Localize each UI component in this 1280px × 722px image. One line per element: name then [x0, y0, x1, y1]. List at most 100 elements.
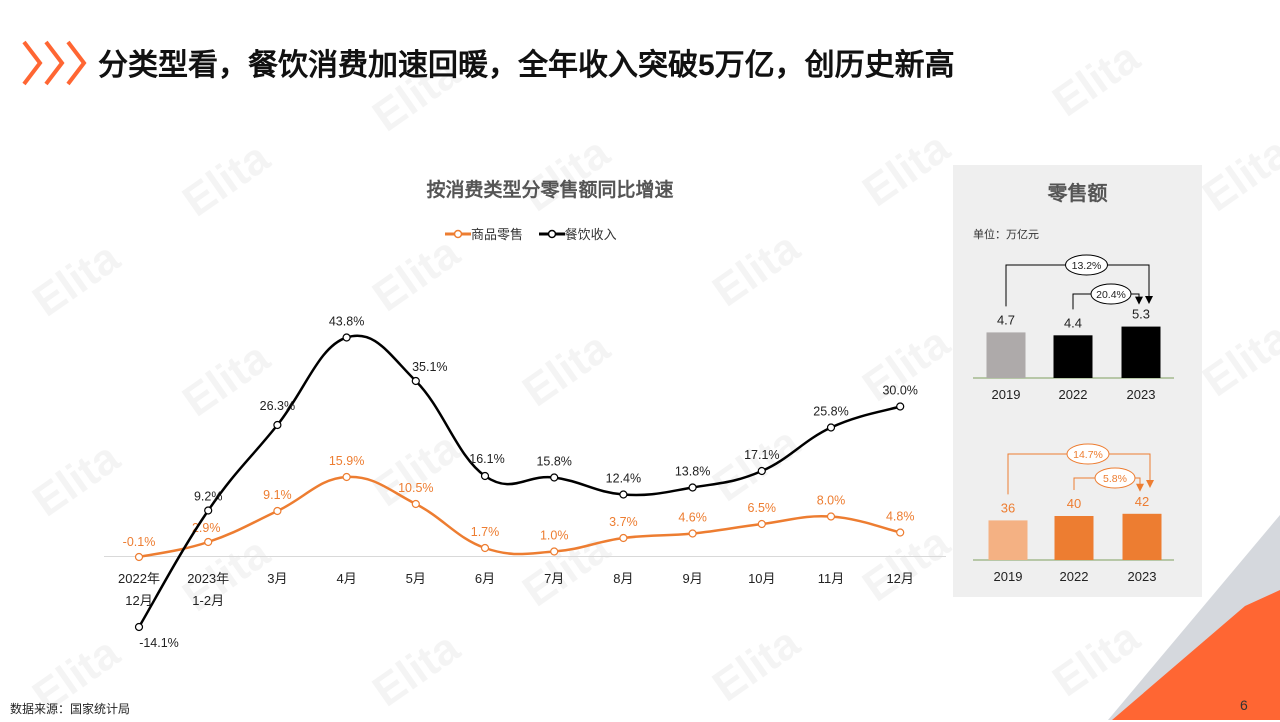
page-number: 6	[1240, 697, 1248, 713]
bar-chart-1: 4.7 2019 4.4 2022 5.3 2023 13.2% 20.4%	[973, 254, 1174, 402]
bar-category-label: 2019	[994, 569, 1023, 584]
bar-value-label: 5.3	[1132, 307, 1150, 322]
bar-charts: 4.7 2019 4.4 2022 5.3 2023 13.2% 20.4% 36 2019 40 2…	[973, 254, 1174, 584]
data-label: 10.5%	[398, 481, 433, 495]
series-line	[138, 475, 901, 559]
data-point	[688, 483, 697, 492]
legend-label-retail: 商品零售	[471, 227, 524, 242]
data-point	[896, 528, 905, 537]
data-point	[826, 423, 836, 432]
x-tick-label: 11月	[818, 571, 845, 586]
arrow-head	[1146, 480, 1154, 488]
data-label: 8.0%	[817, 494, 846, 508]
data-point	[826, 512, 836, 521]
data-point	[896, 402, 905, 411]
retail-sales-panel: 零售额 单位：万亿元 4.7 2019 4.4 2022 5.3 2023 13.2% 20.…	[953, 165, 1202, 597]
data-label: 6.5%	[748, 501, 777, 515]
bar-chart-2: 36 2019 40 2022 42 2023 14.7%5.8%	[973, 443, 1174, 584]
data-point	[273, 420, 282, 430]
x-tick-label: 10月	[748, 571, 775, 586]
growth-label: 20.4%	[1096, 289, 1126, 301]
data-point	[757, 519, 766, 529]
x-tick-label: 12月	[886, 571, 913, 586]
x-tick-label: 2023年	[187, 571, 229, 586]
data-label: 4.6%	[678, 511, 707, 525]
data-label: 15.8%	[536, 455, 571, 469]
legend-item-catering: 餐饮收入	[538, 224, 617, 243]
x-tick-label: 5月	[406, 571, 426, 586]
data-label: 35.1%	[412, 360, 447, 374]
growth-label: 14.7%	[1073, 449, 1103, 461]
data-label: 13.8%	[675, 465, 710, 479]
series-catering: -14.1% 9.2% 26.3% 43.8% 35.1% 16.1% 15.8% 12.4%…	[134, 315, 918, 650]
bar	[986, 332, 1026, 378]
series-line	[137, 334, 901, 628]
x-tick-label: 7月	[544, 571, 564, 586]
chart-legend: 商品零售 餐饮收入	[445, 224, 629, 243]
legend-item-retail: 商品零售	[445, 224, 523, 243]
data-point	[204, 537, 213, 547]
source-note: 数据来源：国家统计局	[10, 702, 131, 716]
bar-value-label: 36	[1001, 500, 1015, 515]
data-label: 9.2%	[194, 490, 223, 504]
x-tick-label: 8月	[613, 571, 633, 586]
bar	[988, 520, 1028, 560]
data-label: -0.1%	[123, 535, 156, 549]
arrow-head	[1145, 296, 1153, 304]
data-point	[134, 552, 144, 562]
data-point	[342, 333, 351, 342]
x-tick-label: 4月	[336, 571, 356, 586]
data-label: 25.8%	[813, 405, 848, 419]
data-point	[411, 376, 420, 386]
bar-value-label: 4.7	[997, 312, 1015, 327]
data-label: 16.1%	[469, 452, 504, 466]
x-tick-label: 3月	[267, 571, 287, 586]
bar-category-label: 2023	[1127, 387, 1156, 402]
growth-ellipse	[1090, 283, 1132, 305]
data-point	[480, 543, 490, 553]
x-tick-label: 9月	[682, 571, 702, 586]
arrow-head	[1135, 296, 1143, 305]
bar-category-label: 2022	[1059, 387, 1088, 402]
bar-category-label: 2023	[1128, 569, 1157, 584]
legend-marker-retail	[445, 229, 471, 238]
bar-value-label: 42	[1135, 494, 1149, 509]
data-label: 4.8%	[886, 510, 915, 524]
growth-label: 13.2%	[1072, 260, 1102, 272]
growth-label: 5.8%	[1103, 473, 1127, 485]
bar-value-label: 40	[1067, 496, 1081, 511]
chevron-icon	[22, 40, 87, 86]
data-label: -14.1%	[139, 636, 179, 650]
arrow-head	[1136, 483, 1144, 492]
data-point	[411, 499, 420, 509]
series-retail: -0.1%2.9%9.1%15.9%10.5%1.7% 1.0%3.7% 4.6%6…	[123, 454, 915, 562]
legend-label-catering: 餐饮收入	[564, 227, 617, 242]
data-label: 17.1%	[744, 448, 779, 462]
page-title: 分类型看，餐饮消费加速回暖，全年收入突破5万亿，创历史新高	[98, 49, 955, 82]
legend-marker-catering	[538, 229, 565, 238]
chart-title: 按消费类型分零售额同比增速	[426, 180, 674, 201]
bar-category-label: 2019	[992, 387, 1021, 402]
bar	[1053, 335, 1093, 378]
data-label: 15.9%	[329, 454, 364, 468]
x-tick-label: 2022年	[118, 571, 160, 586]
data-label: 9.1%	[263, 488, 292, 502]
bar-category-label: 2022	[1060, 569, 1089, 584]
data-label: 30.0%	[882, 384, 917, 398]
data-point	[480, 471, 490, 481]
x-tick-label: 6月	[475, 571, 495, 586]
bar-value-label: 4.4	[1064, 315, 1082, 330]
data-label: 26.3%	[260, 399, 295, 413]
data-point	[757, 466, 766, 476]
data-label: 1.7%	[471, 525, 500, 539]
data-label: 1.0%	[540, 529, 569, 543]
x-tick-label: 12月	[125, 593, 152, 608]
data-point	[342, 472, 351, 482]
data-point	[204, 506, 213, 515]
data-point	[134, 622, 144, 632]
x-tick-label: 1-2月	[192, 593, 224, 608]
data-label: 43.8%	[329, 315, 364, 329]
data-point	[550, 473, 559, 482]
line-chart: 2022年 12月 2023年 1-2月 3月 4月 5月 6月 7月 8月 9月 10月 11月 12月…	[104, 315, 946, 650]
